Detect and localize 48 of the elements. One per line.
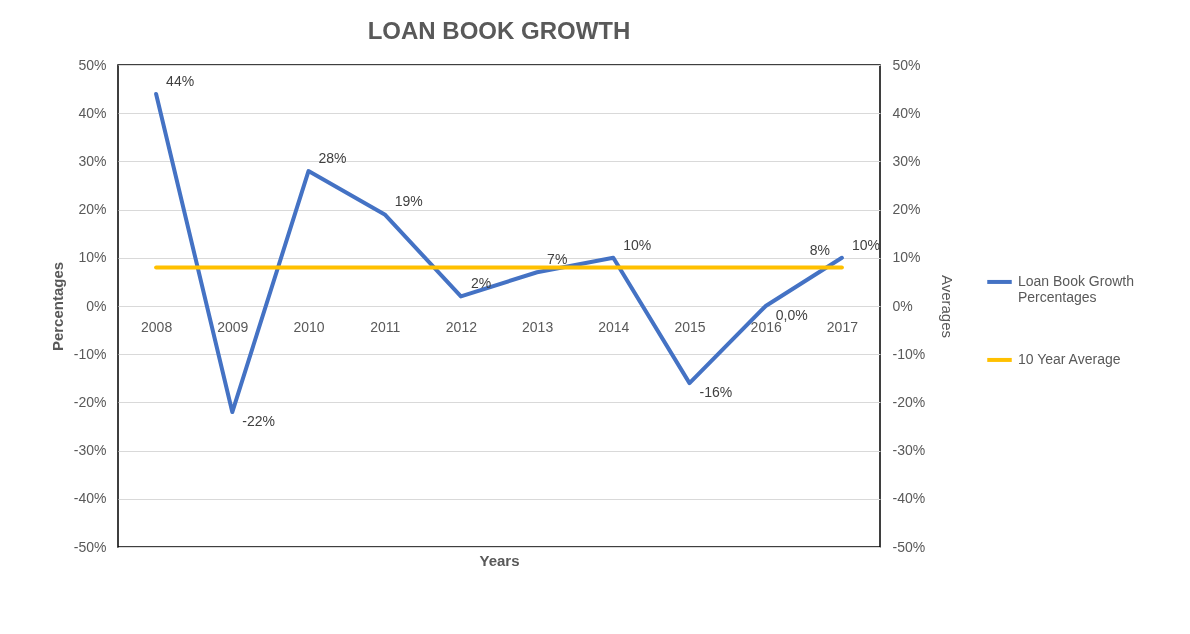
y2-tick-label: -10%	[892, 345, 926, 362]
data-label: 10%	[623, 236, 652, 253]
y-tick-label: 30%	[78, 152, 107, 169]
y2-tick-label: 50%	[892, 56, 921, 73]
y-tick-label: 40%	[78, 104, 107, 121]
y2-tick-label: 40%	[892, 104, 921, 121]
y2-tick-label: 30%	[892, 152, 921, 169]
y2-tick-label: -40%	[892, 490, 926, 507]
chart-title: LOAN BOOK GROWTH	[367, 17, 631, 44]
x-tick-label: 2012	[445, 318, 478, 335]
y2-tick-label: -50%	[892, 538, 926, 555]
data-label: 0,0%	[775, 307, 808, 323]
legend-label: Loan Book Growth Percentages	[1018, 272, 1134, 305]
data-label: -16%	[699, 384, 733, 401]
y2-tick-label: -30%	[892, 442, 926, 459]
y-axis-title: Percentages	[48, 261, 66, 352]
data-label: 8%	[809, 242, 830, 259]
y-tick-label: -50%	[73, 538, 107, 555]
data-label: -22%	[242, 413, 275, 430]
x-tick-label: 2015	[674, 318, 706, 335]
y2-axis-title: Averages	[939, 274, 957, 339]
y2-tick-label: 20%	[892, 201, 921, 218]
data-label: 7%	[547, 251, 568, 268]
x-tick-label: 2014	[598, 318, 630, 335]
data-label: 19%	[394, 193, 423, 210]
legend-label: 10 Year Average	[1018, 350, 1121, 367]
x-tick-label: 2009	[217, 318, 249, 335]
data-label: 28%	[318, 150, 347, 167]
data-label: 44%	[166, 72, 195, 89]
x-tick-label: 2008	[141, 318, 173, 335]
y-tick-label: 0%	[86, 297, 107, 314]
x-axis-title: Years	[479, 551, 520, 569]
y-tick-label: -20%	[73, 393, 107, 410]
data-label: 2%	[470, 275, 492, 292]
x-tick-label: 2017	[826, 318, 859, 335]
y-tick-label: 50%	[78, 56, 107, 73]
x-tick-label: 2011	[370, 318, 401, 335]
y-tick-label: -40%	[73, 490, 107, 507]
y-tick-label: 10%	[78, 249, 107, 266]
y2-tick-label: 0%	[892, 297, 913, 314]
data-label: 10%	[851, 236, 880, 253]
y2-tick-label: -20%	[892, 393, 926, 410]
y2-tick-label: 10%	[892, 249, 921, 266]
y-tick-label: -30%	[73, 442, 107, 459]
x-tick-label: 2010	[293, 318, 325, 335]
x-tick-label: 2013	[522, 318, 554, 335]
y-tick-label: 20%	[78, 201, 107, 218]
y-tick-label: -10%	[73, 345, 107, 362]
